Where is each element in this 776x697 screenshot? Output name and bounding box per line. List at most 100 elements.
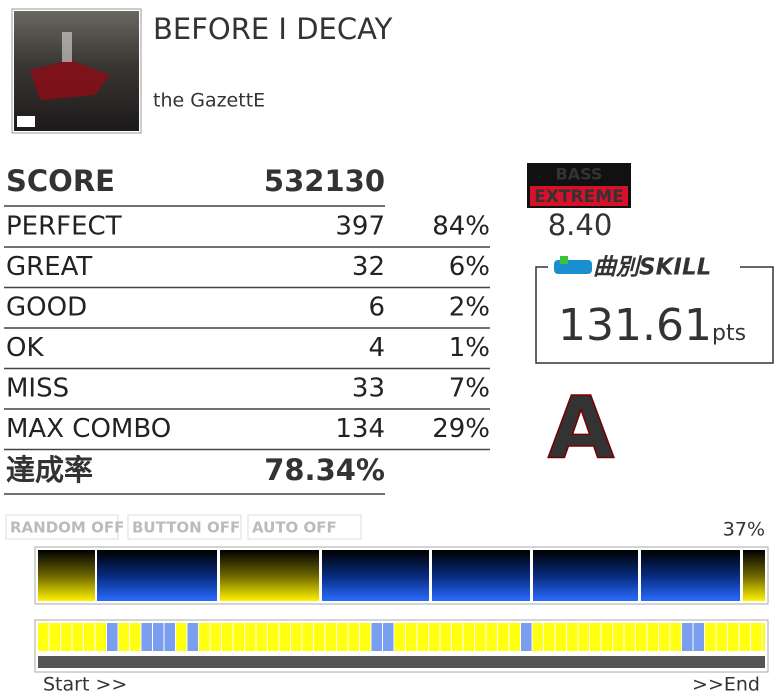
strip-cell xyxy=(498,623,509,651)
row-count: 33 xyxy=(352,374,385,404)
row-count: 6 xyxy=(368,293,385,323)
rank: A xyxy=(548,378,615,478)
strip-cell xyxy=(245,623,256,651)
score: 532130 xyxy=(264,164,385,198)
strip-cell xyxy=(601,623,612,651)
strip-cell xyxy=(567,623,578,651)
strip-cell xyxy=(279,623,290,651)
row-count: 134 xyxy=(335,414,385,444)
strip-cell xyxy=(291,623,302,651)
option-box xyxy=(247,514,362,540)
row-label: PERFECT xyxy=(6,212,122,242)
gauge-segment xyxy=(432,550,530,601)
strip-cell xyxy=(268,623,279,651)
end-label: >>End xyxy=(692,674,760,696)
strip-cell xyxy=(751,623,762,651)
strip-cell xyxy=(452,623,463,651)
strip-cell xyxy=(728,623,739,651)
strip-cell xyxy=(636,623,647,651)
strip-cell xyxy=(233,623,244,651)
album-art xyxy=(11,8,142,134)
strip-cell xyxy=(141,623,152,651)
strip-cell xyxy=(256,623,267,651)
strip-cell xyxy=(739,623,750,651)
strip-cell xyxy=(578,623,589,651)
strip-cell xyxy=(475,623,486,651)
strip-cell xyxy=(647,623,658,651)
strip-bar xyxy=(38,656,765,668)
strip-cell xyxy=(371,623,382,651)
song-title: BEFORE I DECAY xyxy=(153,12,393,46)
row-count: 4 xyxy=(368,333,385,363)
strip-cell xyxy=(521,623,532,651)
strip-cell xyxy=(130,623,141,651)
gauge-segment xyxy=(220,550,319,601)
strip-cell xyxy=(417,623,428,651)
strip-cell xyxy=(360,623,371,651)
strip-cell xyxy=(325,623,336,651)
strip-cell xyxy=(693,623,704,651)
skill-value: 131.61 xyxy=(558,300,712,351)
strip-cell xyxy=(486,623,497,651)
strip-cell xyxy=(440,623,451,651)
strip-cell xyxy=(176,623,187,651)
strip-cell xyxy=(38,623,49,651)
row-label: GREAT xyxy=(6,252,92,282)
strip-cell xyxy=(337,623,348,651)
start-label: Start >> xyxy=(43,674,127,696)
difficulty-badge: BASS EXTREME xyxy=(527,163,631,208)
row-percent: 6% xyxy=(449,252,490,282)
gauge-segment xyxy=(322,550,429,601)
strip-cell xyxy=(406,623,417,651)
gauge-segment xyxy=(743,550,765,601)
strip-cell xyxy=(555,623,566,651)
strip-cell xyxy=(590,623,601,651)
strip-cell xyxy=(49,623,60,651)
strip-cell xyxy=(164,623,175,651)
skill-frame xyxy=(535,266,774,364)
strip-cell xyxy=(613,623,624,651)
strip-cell xyxy=(429,623,440,651)
level: EXTREME xyxy=(534,187,624,207)
row-percent: 7% xyxy=(449,374,490,404)
option: RANDOM OFF xyxy=(10,519,124,537)
strip-cell xyxy=(222,623,233,651)
option: BUTTON OFF xyxy=(132,519,240,537)
strip-cell xyxy=(705,623,716,651)
score-label: SCORE xyxy=(6,164,115,198)
gauge-segment xyxy=(641,550,740,601)
skill-unit: pts xyxy=(712,321,746,346)
strip-cell xyxy=(314,623,325,651)
strip-cell xyxy=(95,623,106,651)
strip-cell xyxy=(153,623,164,651)
strip-cell xyxy=(532,623,543,651)
strip-cell xyxy=(61,623,72,651)
gauge-segment xyxy=(533,550,638,601)
strip-cell xyxy=(118,623,129,651)
strip-cell xyxy=(670,623,681,651)
option-box xyxy=(5,514,119,540)
strip-cell xyxy=(72,623,83,651)
difficulty-value: 8.40 xyxy=(548,208,613,242)
strip-cell xyxy=(659,623,670,651)
row-percent: 2% xyxy=(449,293,490,323)
row-label: OK xyxy=(6,333,44,363)
part: BASS xyxy=(556,165,603,184)
rate: 78.34% xyxy=(264,453,385,487)
strip-cell xyxy=(463,623,474,651)
row-percent: 29% xyxy=(432,414,490,444)
row-count: 397 xyxy=(335,212,385,242)
row-label: GOOD xyxy=(6,293,87,323)
strip-cell xyxy=(509,623,520,651)
row-count: 32 xyxy=(352,252,385,282)
progress-percent: 37% xyxy=(723,519,765,541)
skill-icon xyxy=(554,256,592,274)
strip-cell xyxy=(394,623,405,651)
strip-cell xyxy=(84,623,95,651)
option-box xyxy=(127,514,242,540)
strip-cell xyxy=(107,623,118,651)
strip-cell xyxy=(716,623,727,651)
rate-label: 達成率 xyxy=(6,453,93,487)
skill-label: 曲別SKILL xyxy=(593,255,711,281)
